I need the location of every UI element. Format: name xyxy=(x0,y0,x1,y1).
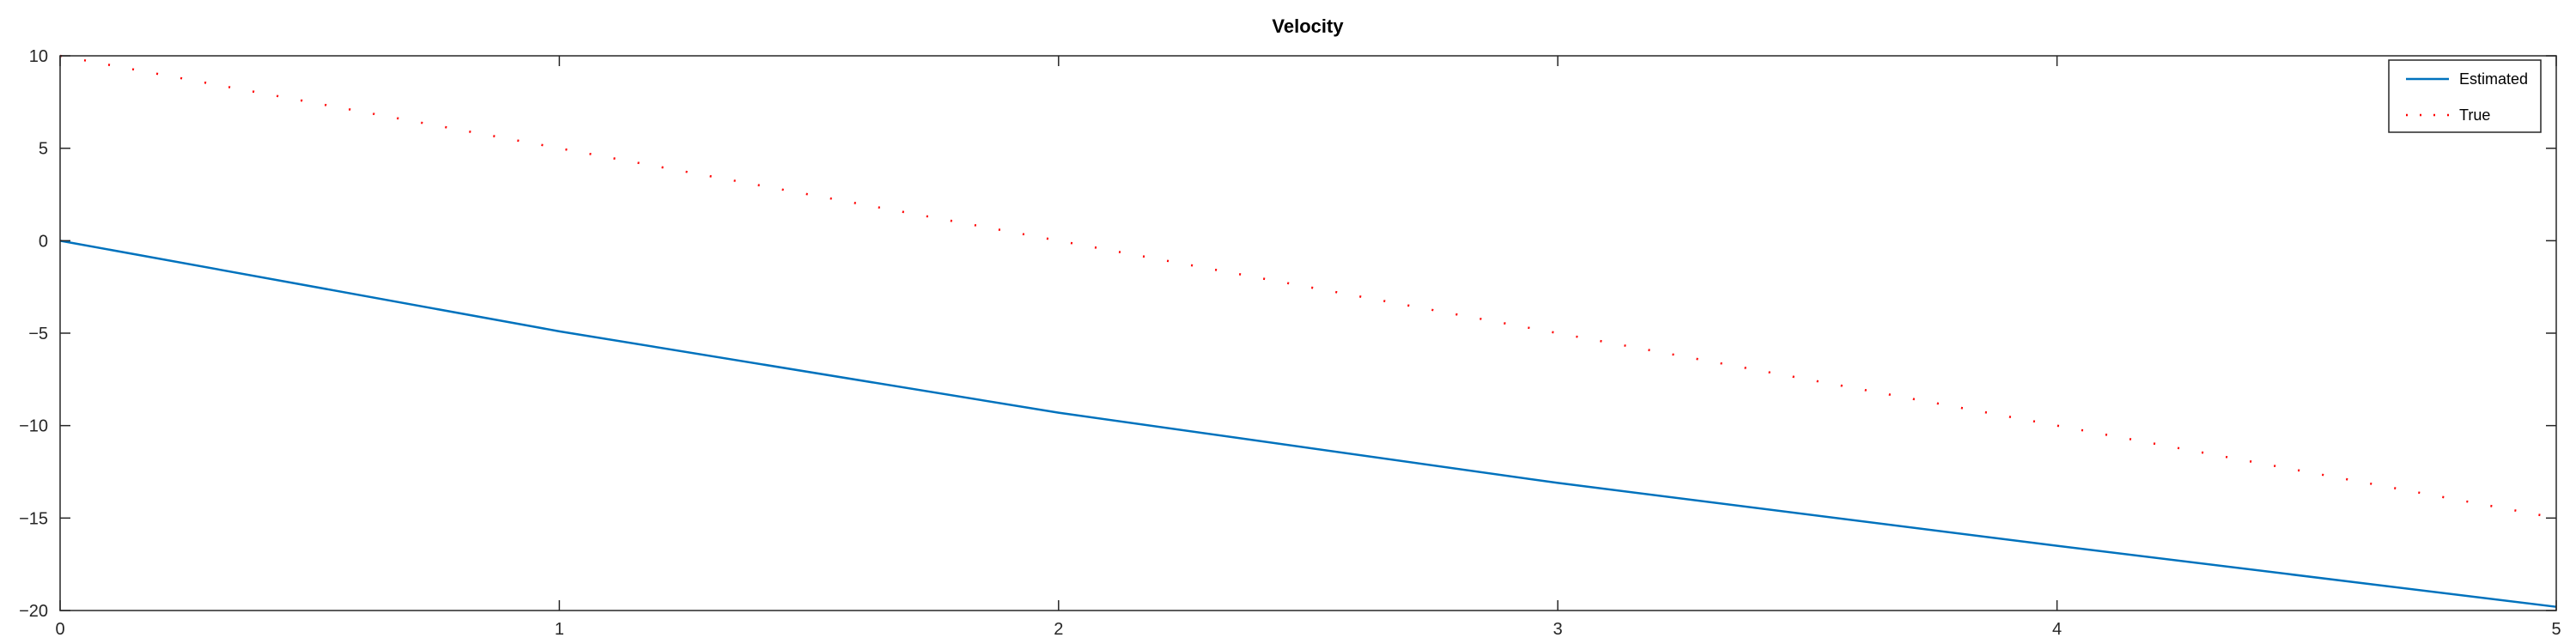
legend-label-true: True xyxy=(2459,106,2490,124)
y-tick-label: 10 xyxy=(29,47,48,66)
y-tick-label: −15 xyxy=(19,509,48,528)
plot-background xyxy=(60,56,2556,611)
x-tick-label: 2 xyxy=(1054,620,1063,639)
ticks-layer: 0 1 2 3 4 5 10 5 0 −5 −10 −15 −20 xyxy=(19,47,2561,639)
legend-label-estimated: Estimated xyxy=(2459,70,2528,88)
y-tick-label: −5 xyxy=(28,325,48,343)
chart-title: Velocity xyxy=(1272,15,1344,37)
legend: Estimated True xyxy=(2388,59,2542,133)
x-tick-label: 4 xyxy=(2052,620,2062,639)
y-tick-label: −10 xyxy=(19,417,48,436)
x-tick-label: 3 xyxy=(1553,620,1563,639)
x-tick-label: 5 xyxy=(2551,620,2561,639)
y-tick-label: 5 xyxy=(39,140,48,159)
x-tick-label: 1 xyxy=(555,620,564,639)
series-layer xyxy=(59,54,2557,608)
x-tick-label: 0 xyxy=(55,620,64,639)
y-tick-label: 0 xyxy=(39,232,48,251)
legend-box xyxy=(2388,59,2542,133)
y-tick-label: −20 xyxy=(19,602,48,621)
series-line-estimated xyxy=(59,240,2557,608)
